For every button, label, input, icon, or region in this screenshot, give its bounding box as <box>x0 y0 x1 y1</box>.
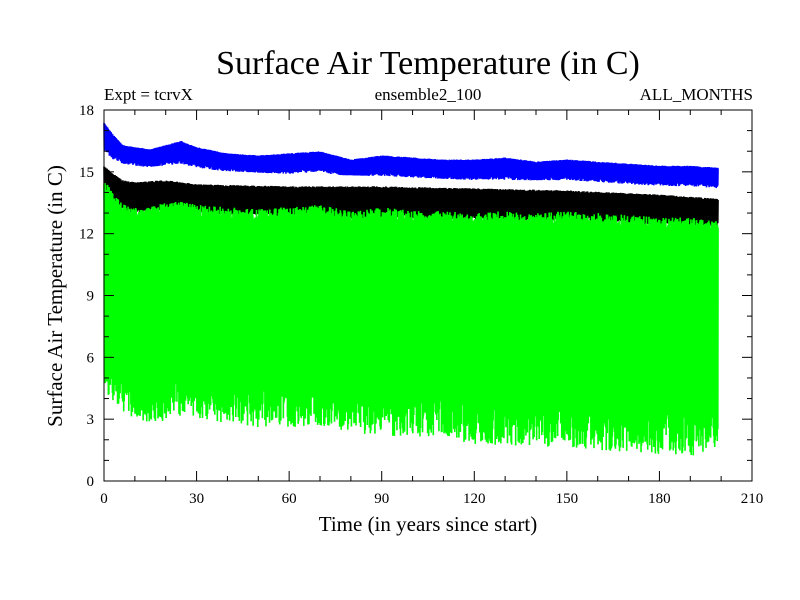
chart-subtitle-left: Expt = tcrvX <box>104 85 193 104</box>
y-tick-label: 18 <box>79 103 94 119</box>
x-axis-label: Time (in years since start) <box>319 512 538 536</box>
chart-title: Surface Air Temperature (in C) <box>216 45 640 82</box>
y-tick-label: 9 <box>87 289 95 305</box>
x-axis: 0 30 60 90 120 150 180 210 <box>100 110 763 507</box>
series-line-3 <box>103 166 719 228</box>
plot-series <box>103 122 719 456</box>
series-line-1 <box>103 122 719 189</box>
chart-subtitle-right: ALL_MONTHS <box>640 85 753 104</box>
x-tick-label: 0 <box>100 491 108 507</box>
y-axis: 0 3 6 9 12 15 18 <box>79 103 752 490</box>
x-tick-label: 30 <box>189 491 204 507</box>
y-axis-label: Surface Air Temperature (in C) <box>43 165 67 427</box>
y-tick-label: 12 <box>79 227 94 243</box>
y-tick-label: 0 <box>87 474 95 490</box>
y-tick-label: 15 <box>79 165 94 181</box>
y-tick-label: 6 <box>87 350 95 366</box>
y-tick-label: 3 <box>87 412 95 428</box>
series-line-2 <box>103 159 719 197</box>
chart-subtitle-center: ensemble2_100 <box>375 85 482 104</box>
x-tick-label: 120 <box>463 491 486 507</box>
x-tick-label: 180 <box>648 491 671 507</box>
x-tick-label: 90 <box>374 491 389 507</box>
series-line-4 <box>103 183 719 456</box>
x-tick-label: 210 <box>741 491 764 507</box>
x-tick-label: 150 <box>556 491 579 507</box>
x-tick-label: 60 <box>282 491 297 507</box>
